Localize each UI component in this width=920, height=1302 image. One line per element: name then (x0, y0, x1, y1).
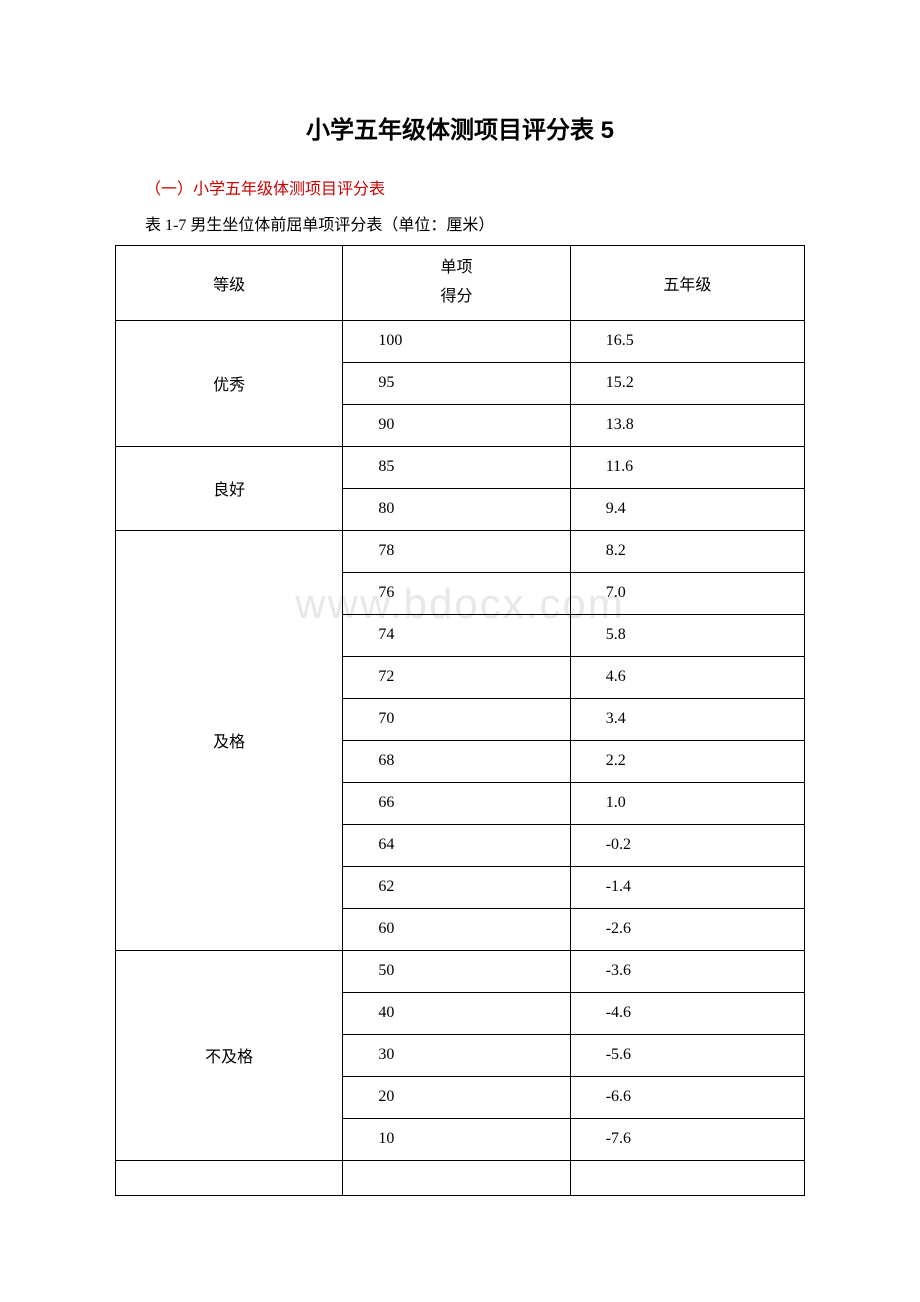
value-cell: 2.2 (570, 740, 804, 782)
value-cell: -2.6 (570, 908, 804, 950)
score-cell: 62 (343, 866, 570, 908)
score-cell: 78 (343, 530, 570, 572)
score-cell: 60 (343, 908, 570, 950)
value-cell: 5.8 (570, 614, 804, 656)
value-cell: 1.0 (570, 782, 804, 824)
value-cell: 15.2 (570, 362, 804, 404)
table-row: 良好8511.6 (116, 446, 805, 488)
value-cell: 13.8 (570, 404, 804, 446)
score-cell: 50 (343, 950, 570, 992)
empty-cell (570, 1160, 804, 1195)
value-cell: -1.4 (570, 866, 804, 908)
value-cell: -4.6 (570, 992, 804, 1034)
level-cell: 优秀 (116, 320, 343, 446)
score-cell: 30 (343, 1034, 570, 1076)
score-cell: 66 (343, 782, 570, 824)
table-header-row: 等级 单项 得分 五年级 (116, 246, 805, 321)
header-score: 单项 得分 (343, 246, 570, 321)
value-cell: -6.6 (570, 1076, 804, 1118)
score-cell: 70 (343, 698, 570, 740)
table-row: 及格788.2 (116, 530, 805, 572)
header-level: 等级 (116, 246, 343, 321)
score-cell: 76 (343, 572, 570, 614)
value-cell: -5.6 (570, 1034, 804, 1076)
value-cell: -3.6 (570, 950, 804, 992)
level-cell: 良好 (116, 446, 343, 530)
score-cell: 40 (343, 992, 570, 1034)
level-cell: 及格 (116, 530, 343, 950)
score-cell: 10 (343, 1118, 570, 1160)
empty-cell (116, 1160, 343, 1195)
table-row-empty (116, 1160, 805, 1195)
score-cell: 68 (343, 740, 570, 782)
score-cell: 74 (343, 614, 570, 656)
page-title: 小学五年级体测项目评分表 5 (115, 110, 805, 145)
value-cell: 16.5 (570, 320, 804, 362)
scoring-table: 等级 单项 得分 五年级 优秀10016.59515.29013.8良好8511… (115, 245, 805, 1196)
score-cell: 20 (343, 1076, 570, 1118)
table-caption: 表 1-7 男生坐位体前屈单项评分表（单位：厘米） (145, 211, 805, 235)
table-row: 优秀10016.5 (116, 320, 805, 362)
value-cell: -7.6 (570, 1118, 804, 1160)
score-cell: 90 (343, 404, 570, 446)
level-cell: 不及格 (116, 950, 343, 1160)
table-row: 不及格50-3.6 (116, 950, 805, 992)
score-cell: 100 (343, 320, 570, 362)
section-subtitle: （一）小学五年级体测项目评分表 (145, 175, 805, 199)
score-cell: 64 (343, 824, 570, 866)
header-grade: 五年级 (570, 246, 804, 321)
score-cell: 72 (343, 656, 570, 698)
value-cell: 8.2 (570, 530, 804, 572)
empty-cell (343, 1160, 570, 1195)
value-cell: 3.4 (570, 698, 804, 740)
value-cell: 9.4 (570, 488, 804, 530)
score-cell: 80 (343, 488, 570, 530)
value-cell: 7.0 (570, 572, 804, 614)
value-cell: -0.2 (570, 824, 804, 866)
score-cell: 95 (343, 362, 570, 404)
value-cell: 11.6 (570, 446, 804, 488)
value-cell: 4.6 (570, 656, 804, 698)
score-cell: 85 (343, 446, 570, 488)
